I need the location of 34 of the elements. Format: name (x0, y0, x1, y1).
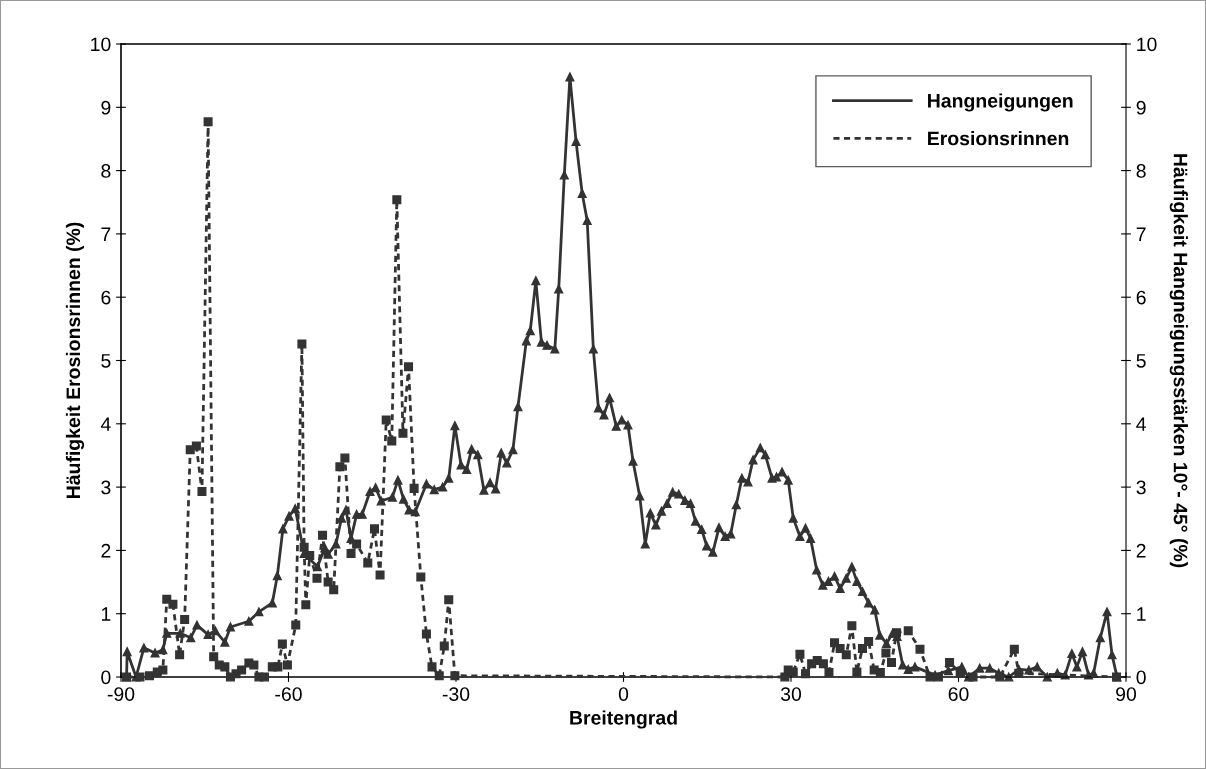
y2-tick-label: 8 (1136, 164, 1146, 178)
x-tick-label: 0 (618, 687, 629, 701)
y2-tick-label: 0 (1136, 670, 1146, 685)
y2-tick-label: 6 (1136, 290, 1146, 305)
y-tick-label: 3 (101, 480, 111, 495)
y-tick-label: 8 (101, 164, 111, 178)
y2-tick-label: 7 (1136, 227, 1146, 241)
y-tick-label: 5 (101, 354, 111, 368)
x-axis-title: Breitengrad (570, 710, 677, 729)
y-tick-label: 0 (101, 670, 111, 685)
x-tick-label: -90 (107, 687, 135, 701)
y-tick-label: 4 (100, 417, 111, 431)
y-axis-title: Häufigkeit Erosionsrinnen (%) (65, 222, 85, 499)
y-tick-label: 7 (101, 227, 111, 241)
legend-label: Hangneigungen (928, 93, 1073, 112)
x-tick-label: 60 (948, 687, 969, 701)
y2-tick-label: 5 (1136, 354, 1146, 368)
x-tick-label: -60 (275, 687, 302, 701)
y-tick-label: 6 (101, 290, 111, 305)
y2-tick-label: 3 (1136, 480, 1146, 495)
y2-tick-label: 2 (1136, 543, 1146, 558)
y2-tick-label: 10 (1137, 37, 1157, 52)
y2-tick-label: 9 (1136, 100, 1146, 115)
y2-tick-label: 4 (1136, 417, 1146, 431)
x-tick-label: -30 (442, 687, 470, 701)
y-tick-label: 9 (101, 100, 111, 115)
y2-tick-label: 1 (1137, 607, 1146, 621)
y2-axis-title: Häufigkeit Hangneigungsstärken 10°- 45° (%) (1169, 154, 1188, 568)
y-tick-label: 10 (91, 37, 111, 52)
x-tick-label: 90 (1116, 687, 1137, 701)
y-tick-label: 1 (101, 607, 111, 621)
x-tick-label: 30 (780, 687, 802, 701)
y-tick-label: 2 (101, 543, 111, 558)
legend-label: Erosionsrinnen (928, 131, 1069, 146)
